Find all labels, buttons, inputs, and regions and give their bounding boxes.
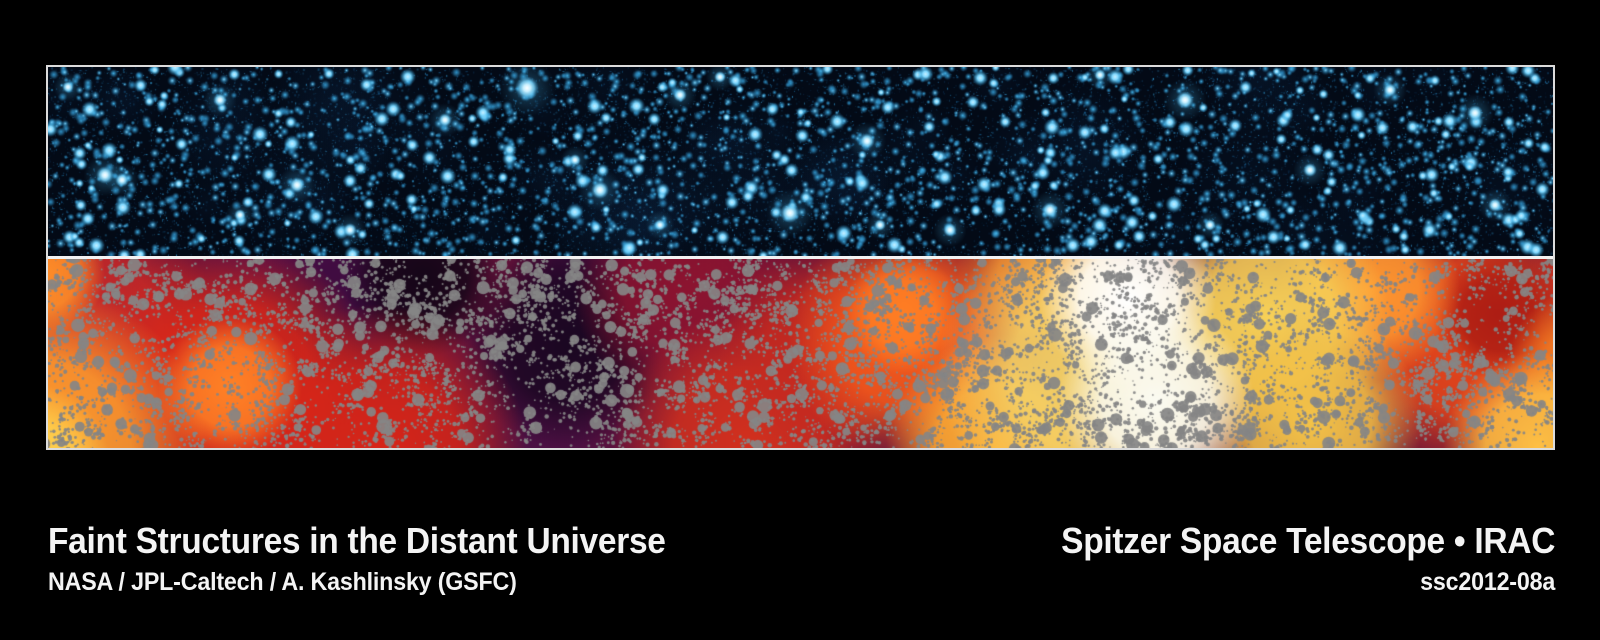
fluctuation-map-panel <box>48 259 1553 448</box>
caption-right: Spitzer Space Telescope • IRAC ssc2012-0… <box>1024 521 1555 597</box>
image-title: Faint Structures in the Distant Universe <box>48 520 666 561</box>
credit-line: NASA / JPL-Caltech / A. Kashlinsky (GSFC… <box>48 568 517 596</box>
panel-divider <box>48 256 1553 259</box>
caption-left: Faint Structures in the Distant Universe… <box>48 521 712 597</box>
release-id: ssc2012-08a <box>1419 568 1555 596</box>
observatory-title: Spitzer Space Telescope • IRAC <box>1061 520 1555 561</box>
infrared-starfield-panel <box>48 67 1553 256</box>
image-frame <box>46 65 1555 450</box>
